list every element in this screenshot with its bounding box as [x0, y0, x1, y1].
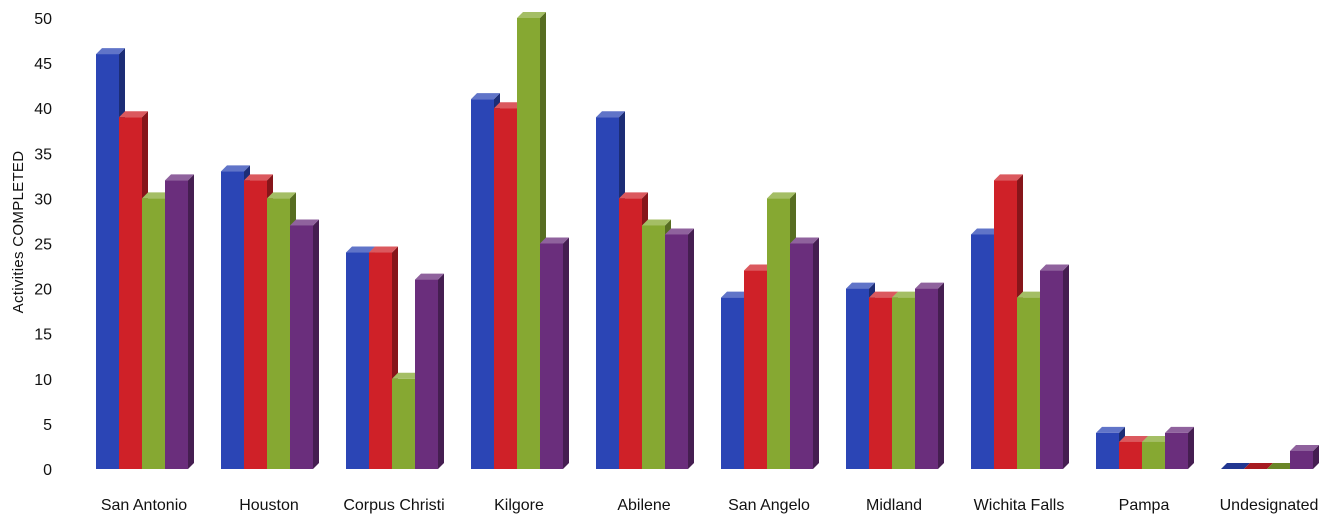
x-tick-label: San Antonio	[101, 497, 187, 514]
x-tick-label: Midland	[866, 497, 922, 514]
y-axis-label: Activities COMPLETED	[10, 151, 27, 314]
bar	[1267, 463, 1296, 469]
y-tick-label: 10	[34, 372, 52, 389]
bar	[1290, 444, 1319, 469]
y-tick-label: 15	[34, 327, 52, 344]
x-tick-label: Wichita Falls	[974, 497, 1065, 514]
y-tick-label: 45	[34, 56, 52, 73]
x-axis-ticks: San Antonio Houston Corpus Christi Kilgore A…	[101, 497, 1319, 514]
bar	[165, 174, 194, 470]
y-axis-ticks: 0 5 10 15 20 25 30 35 40 45 50	[34, 11, 52, 479]
bar	[1165, 426, 1194, 469]
x-tick-label: Houston	[239, 497, 299, 514]
x-tick-label: Kilgore	[494, 497, 544, 514]
y-tick-label: 0	[43, 462, 52, 479]
bar	[290, 219, 319, 469]
x-tick-label: San Angelo	[728, 497, 810, 514]
x-tick-label: Abilene	[617, 497, 670, 514]
y-tick-label: 50	[34, 11, 52, 28]
bars	[96, 12, 1319, 470]
x-tick-label: Undesignated	[1220, 497, 1319, 514]
y-tick-label: 25	[34, 237, 52, 254]
y-tick-label: 30	[34, 191, 52, 208]
bar	[1040, 264, 1069, 469]
y-tick-label: 40	[34, 101, 52, 118]
bar	[915, 282, 944, 469]
x-tick-label: Corpus Christi	[343, 497, 444, 514]
bar	[415, 273, 444, 469]
y-tick-label: 20	[34, 282, 52, 299]
bar	[1244, 463, 1273, 469]
x-tick-label: Pampa	[1119, 497, 1170, 514]
bar	[540, 237, 569, 469]
bar	[790, 237, 819, 469]
y-tick-label: 35	[34, 146, 52, 163]
bar	[1221, 463, 1250, 469]
y-tick-label: 5	[43, 417, 52, 434]
bar	[665, 228, 694, 469]
